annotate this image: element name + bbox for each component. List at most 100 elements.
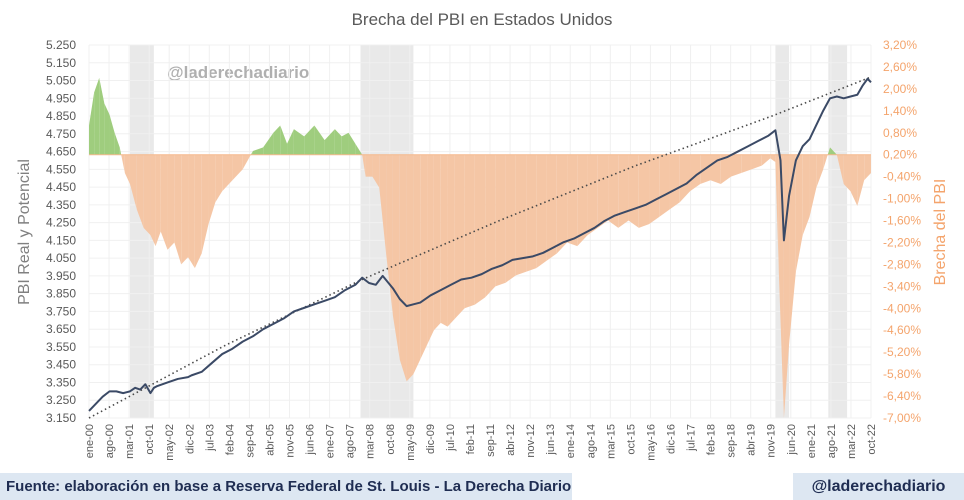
gap-negative-area (546, 154, 557, 261)
gap-positive-area (119, 147, 122, 155)
x-tick-label: may-16 (645, 424, 657, 461)
gap-positive-area (348, 132, 356, 155)
x-tick-label: mar-15 (605, 424, 617, 459)
y-right-tick-label: 2,00% (883, 82, 917, 96)
gap-negative-area (505, 154, 516, 283)
gap-negative-area (679, 154, 691, 203)
x-tick-label: oct-01 (144, 424, 156, 455)
gap-negative-area (413, 154, 421, 375)
x-tick-label: dic-09 (425, 424, 437, 454)
x-tick-label: dic-16 (665, 424, 677, 454)
gap-negative-area (155, 154, 161, 247)
x-tick-label: feb-11 (465, 424, 477, 454)
y-left-tick-label: 5.050 (46, 74, 76, 88)
gap-negative-area (638, 154, 650, 228)
gap-negative-area (454, 154, 465, 320)
gap-positive-area (263, 132, 274, 155)
gap-negative-area (795, 154, 803, 272)
gap-positive-area (114, 132, 120, 155)
gap-negative-area (597, 154, 609, 228)
gap-negative-area (536, 154, 547, 269)
x-tick-label: feb-18 (706, 424, 718, 455)
x-tick-label: jun-13 (545, 424, 557, 456)
gap-negative-area (215, 154, 223, 203)
gap-positive-area (341, 132, 349, 155)
x-tick-label: jul-17 (686, 424, 698, 452)
x-tick-label: sep-18 (726, 424, 738, 458)
gap-negative-area (720, 154, 731, 184)
gap-negative-area (150, 154, 156, 247)
y-left-tick-label: 3.750 (46, 304, 76, 318)
y-right-tick-label: -0,40% (883, 170, 921, 184)
y-right-tick-label: -1,60% (883, 214, 921, 228)
gap-positive-area (334, 129, 342, 155)
y-right-tick-label: 0,20% (883, 148, 917, 162)
x-tick-label: sep-11 (485, 424, 497, 457)
y-axis-left-label: PBI Real y Potencial (16, 159, 33, 305)
x-tick-label: abr-19 (746, 424, 758, 456)
y-right-tick-label: 2,60% (883, 60, 917, 74)
y-left-tick-label: 3.150 (46, 411, 76, 425)
gap-positive-area (89, 92, 95, 155)
x-tick-label: jun-06 (305, 424, 317, 456)
gap-negative-area (124, 154, 130, 184)
gap-negative-area (372, 154, 380, 188)
gap-positive-area (830, 147, 837, 155)
gap-negative-area (406, 154, 414, 382)
x-tick-label: ene-07 (325, 424, 337, 458)
gap-positive-area (355, 143, 363, 155)
gap-positive-area (252, 147, 264, 155)
y-left-tick-label: 5.250 (46, 38, 76, 52)
x-tick-label: nov-19 (766, 424, 778, 458)
gap-positive-area (109, 114, 115, 155)
y-left-tick-label: 4.050 (46, 251, 76, 265)
gap-negative-area (577, 154, 588, 247)
x-tick-label: may-09 (405, 424, 417, 461)
x-tick-label: abr-05 (264, 424, 276, 456)
gap-negative-area (365, 154, 373, 177)
gap-area (89, 77, 871, 419)
gap-negative-area (474, 154, 486, 305)
gap-negative-area (741, 154, 752, 173)
gap-negative-area (143, 154, 151, 236)
gap-negative-area (556, 154, 568, 254)
gap-negative-area (618, 154, 629, 228)
y-left-tick-label: 3.650 (46, 322, 76, 336)
x-tick-label: jun-20 (786, 424, 798, 456)
gap-negative-area (174, 154, 182, 265)
gap-negative-area (167, 154, 175, 250)
y-left-tick-label: 4.250 (46, 216, 76, 230)
chart-title: Brecha del PBI en Estados Unidos (352, 10, 613, 29)
footer-handle: @laderechadiario (793, 473, 964, 500)
y-left-tick-label: 4.550 (46, 162, 76, 176)
recession-band-3 (828, 45, 848, 418)
footer-source: Fuente: elaboración en base a Reserva Fe… (0, 473, 572, 500)
gap-negative-area (816, 154, 824, 188)
y-right-tick-label: 1,40% (883, 104, 917, 118)
x-tick-label: jul-10 (445, 424, 457, 452)
x-tick-label: oct-15 (625, 424, 637, 455)
gap-positive-area (280, 125, 288, 155)
y-left-tick-label: 4.850 (46, 109, 76, 123)
gap-negative-area (485, 154, 496, 298)
x-tick-label: ene-14 (565, 424, 577, 458)
x-tick-label: ago-07 (345, 424, 357, 458)
gap-negative-area (836, 154, 844, 184)
series-potential-line (88, 76, 872, 419)
gap-negative-area (843, 154, 851, 192)
gap-negative-area (761, 154, 771, 166)
gap-positive-area (324, 129, 335, 155)
gap-positive-area (250, 151, 253, 155)
x-tick-label: dic-02 (184, 424, 196, 454)
gap-positive-area (314, 125, 325, 155)
gap-negative-area (433, 154, 441, 331)
gap-negative-area (690, 154, 701, 192)
gap-negative-area (770, 154, 776, 163)
gap-positive-area (94, 77, 100, 155)
gap-negative-area (587, 154, 598, 236)
y-right-tick-label: 0,80% (883, 126, 917, 140)
y-left-tick-label: 4.450 (46, 180, 76, 194)
y-right-tick-label: -4,60% (883, 323, 921, 337)
axes: 3.150 3.250 3.350 3.450 3.550 3.650 3.750 3.850… (46, 38, 921, 461)
gap-negative-area (775, 154, 779, 272)
